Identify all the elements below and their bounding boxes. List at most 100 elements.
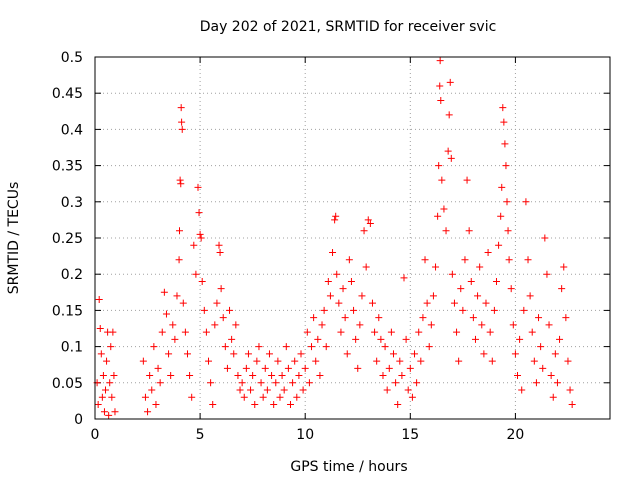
data-point [568, 401, 576, 409]
data-point [261, 364, 269, 372]
data-point [324, 277, 332, 285]
data-point [366, 220, 374, 228]
data-point [528, 328, 536, 336]
data-point [177, 180, 185, 188]
data-point [198, 277, 206, 285]
data-point [223, 364, 231, 372]
data-point [518, 386, 526, 394]
data-point [402, 335, 410, 343]
data-point [105, 411, 113, 419]
data-point [240, 393, 248, 401]
x-tick-label: 15 [401, 427, 419, 443]
data-point [253, 357, 261, 365]
data-point [179, 299, 187, 307]
data-point [541, 234, 549, 242]
data-point [197, 234, 205, 242]
data-point [445, 111, 453, 119]
data-point [160, 288, 168, 296]
data-point [259, 393, 267, 401]
data-point [498, 183, 506, 191]
data-point [373, 357, 381, 365]
data-point [453, 328, 461, 336]
data-point [364, 216, 372, 224]
data-point [320, 306, 328, 314]
y-tick-label: 0.4 [61, 122, 83, 138]
data-point [537, 343, 545, 351]
data-point [434, 212, 442, 220]
chart-title: Day 202 of 2021, SRMTID for receiver svi… [200, 19, 497, 35]
data-point [270, 401, 278, 409]
data-point [332, 212, 340, 220]
data-point [106, 379, 114, 387]
data-point [560, 263, 568, 271]
data-point [175, 256, 183, 264]
data-point [341, 314, 349, 322]
data-point [484, 248, 492, 256]
data-point [274, 357, 282, 365]
data-point [404, 386, 412, 394]
data-point [558, 285, 566, 293]
data-point [107, 343, 115, 351]
y-tick-label: 0.45 [52, 86, 83, 102]
data-point [436, 82, 444, 90]
data-point [244, 350, 252, 358]
data-point [316, 372, 324, 380]
data-point [476, 263, 484, 271]
data-point [488, 357, 496, 365]
data-point [165, 350, 173, 358]
data-point [251, 401, 259, 409]
data-point [413, 379, 421, 387]
data-point [345, 256, 353, 264]
data-point [205, 357, 213, 365]
y-tick-label: 0.25 [52, 231, 83, 247]
data-point [94, 401, 102, 409]
data-point [339, 285, 347, 293]
data-point [335, 299, 343, 307]
data-point [176, 176, 184, 184]
data-point [352, 335, 360, 343]
data-point [350, 306, 358, 314]
data-point [360, 227, 368, 235]
x-axis-label: GPS time / hours [290, 459, 407, 475]
data-point [394, 401, 402, 409]
data-point [190, 241, 198, 249]
y-tick-label: 0.3 [61, 195, 83, 211]
data-point [333, 270, 341, 278]
data-point [448, 270, 456, 278]
data-point [539, 364, 547, 372]
data-point [429, 292, 437, 300]
data-point [504, 227, 512, 235]
data-point [478, 321, 486, 329]
data-point [425, 343, 433, 351]
data-point [217, 285, 225, 293]
y-tick-label: 0.15 [52, 303, 83, 319]
data-point [308, 343, 316, 351]
data-point [435, 162, 443, 170]
data-point [455, 357, 463, 365]
data-point [176, 227, 184, 235]
data-point [406, 364, 414, 372]
data-point [188, 393, 196, 401]
data-point [522, 198, 530, 206]
data-point [461, 256, 469, 264]
data-point [562, 314, 570, 322]
data-point [154, 364, 162, 372]
data-point [457, 285, 465, 293]
y-tick-label: 0.35 [52, 159, 83, 175]
data-point [295, 372, 303, 380]
data-point [228, 335, 236, 343]
data-point [100, 408, 108, 416]
data-point [211, 321, 219, 329]
data-point [178, 125, 186, 133]
data-point [447, 154, 455, 162]
data-point [111, 408, 119, 416]
data-point [556, 335, 564, 343]
data-point [293, 393, 301, 401]
y-axis-label: SRMTID / TECUs [6, 182, 22, 295]
data-point [289, 379, 297, 387]
data-point [545, 321, 553, 329]
data-point [440, 205, 448, 213]
data-point [322, 343, 330, 351]
data-point [490, 306, 498, 314]
